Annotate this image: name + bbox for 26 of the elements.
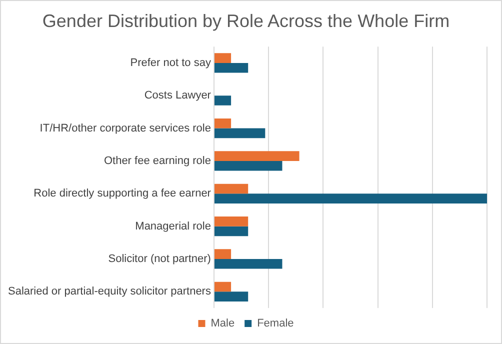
bar (214, 53, 232, 63)
bar (214, 216, 248, 226)
y-tick-label: Prefer not to say (130, 56, 212, 69)
y-tick-label: Role directly supporting a fee earner (34, 188, 212, 200)
bar (214, 62, 248, 73)
bar (214, 292, 248, 302)
bar (214, 282, 232, 292)
y-tick-label: Managerial role (135, 220, 211, 232)
bar (214, 226, 248, 236)
bar (214, 151, 300, 161)
legend-label: Female (257, 318, 294, 330)
bar (214, 128, 266, 138)
legend-label: Male (210, 318, 235, 330)
bar (214, 258, 282, 269)
bar (214, 184, 248, 194)
y-tick-label: Other fee earning role (104, 154, 211, 167)
y-tick-label: IT/HR/other corporate services role (40, 122, 211, 134)
y-tick-label: Salaried or partial-equity solicitor partners (8, 286, 212, 298)
y-tick-label: Solicitor (not partner) (108, 253, 211, 266)
chart-title: Gender Distribution by Role Across the Whole Firm (42, 10, 450, 31)
bar (214, 96, 232, 106)
bar (214, 160, 282, 171)
bar (214, 118, 232, 128)
bar (214, 249, 232, 259)
bar (214, 194, 487, 204)
y-tick-label: Costs Lawyer (144, 90, 212, 102)
